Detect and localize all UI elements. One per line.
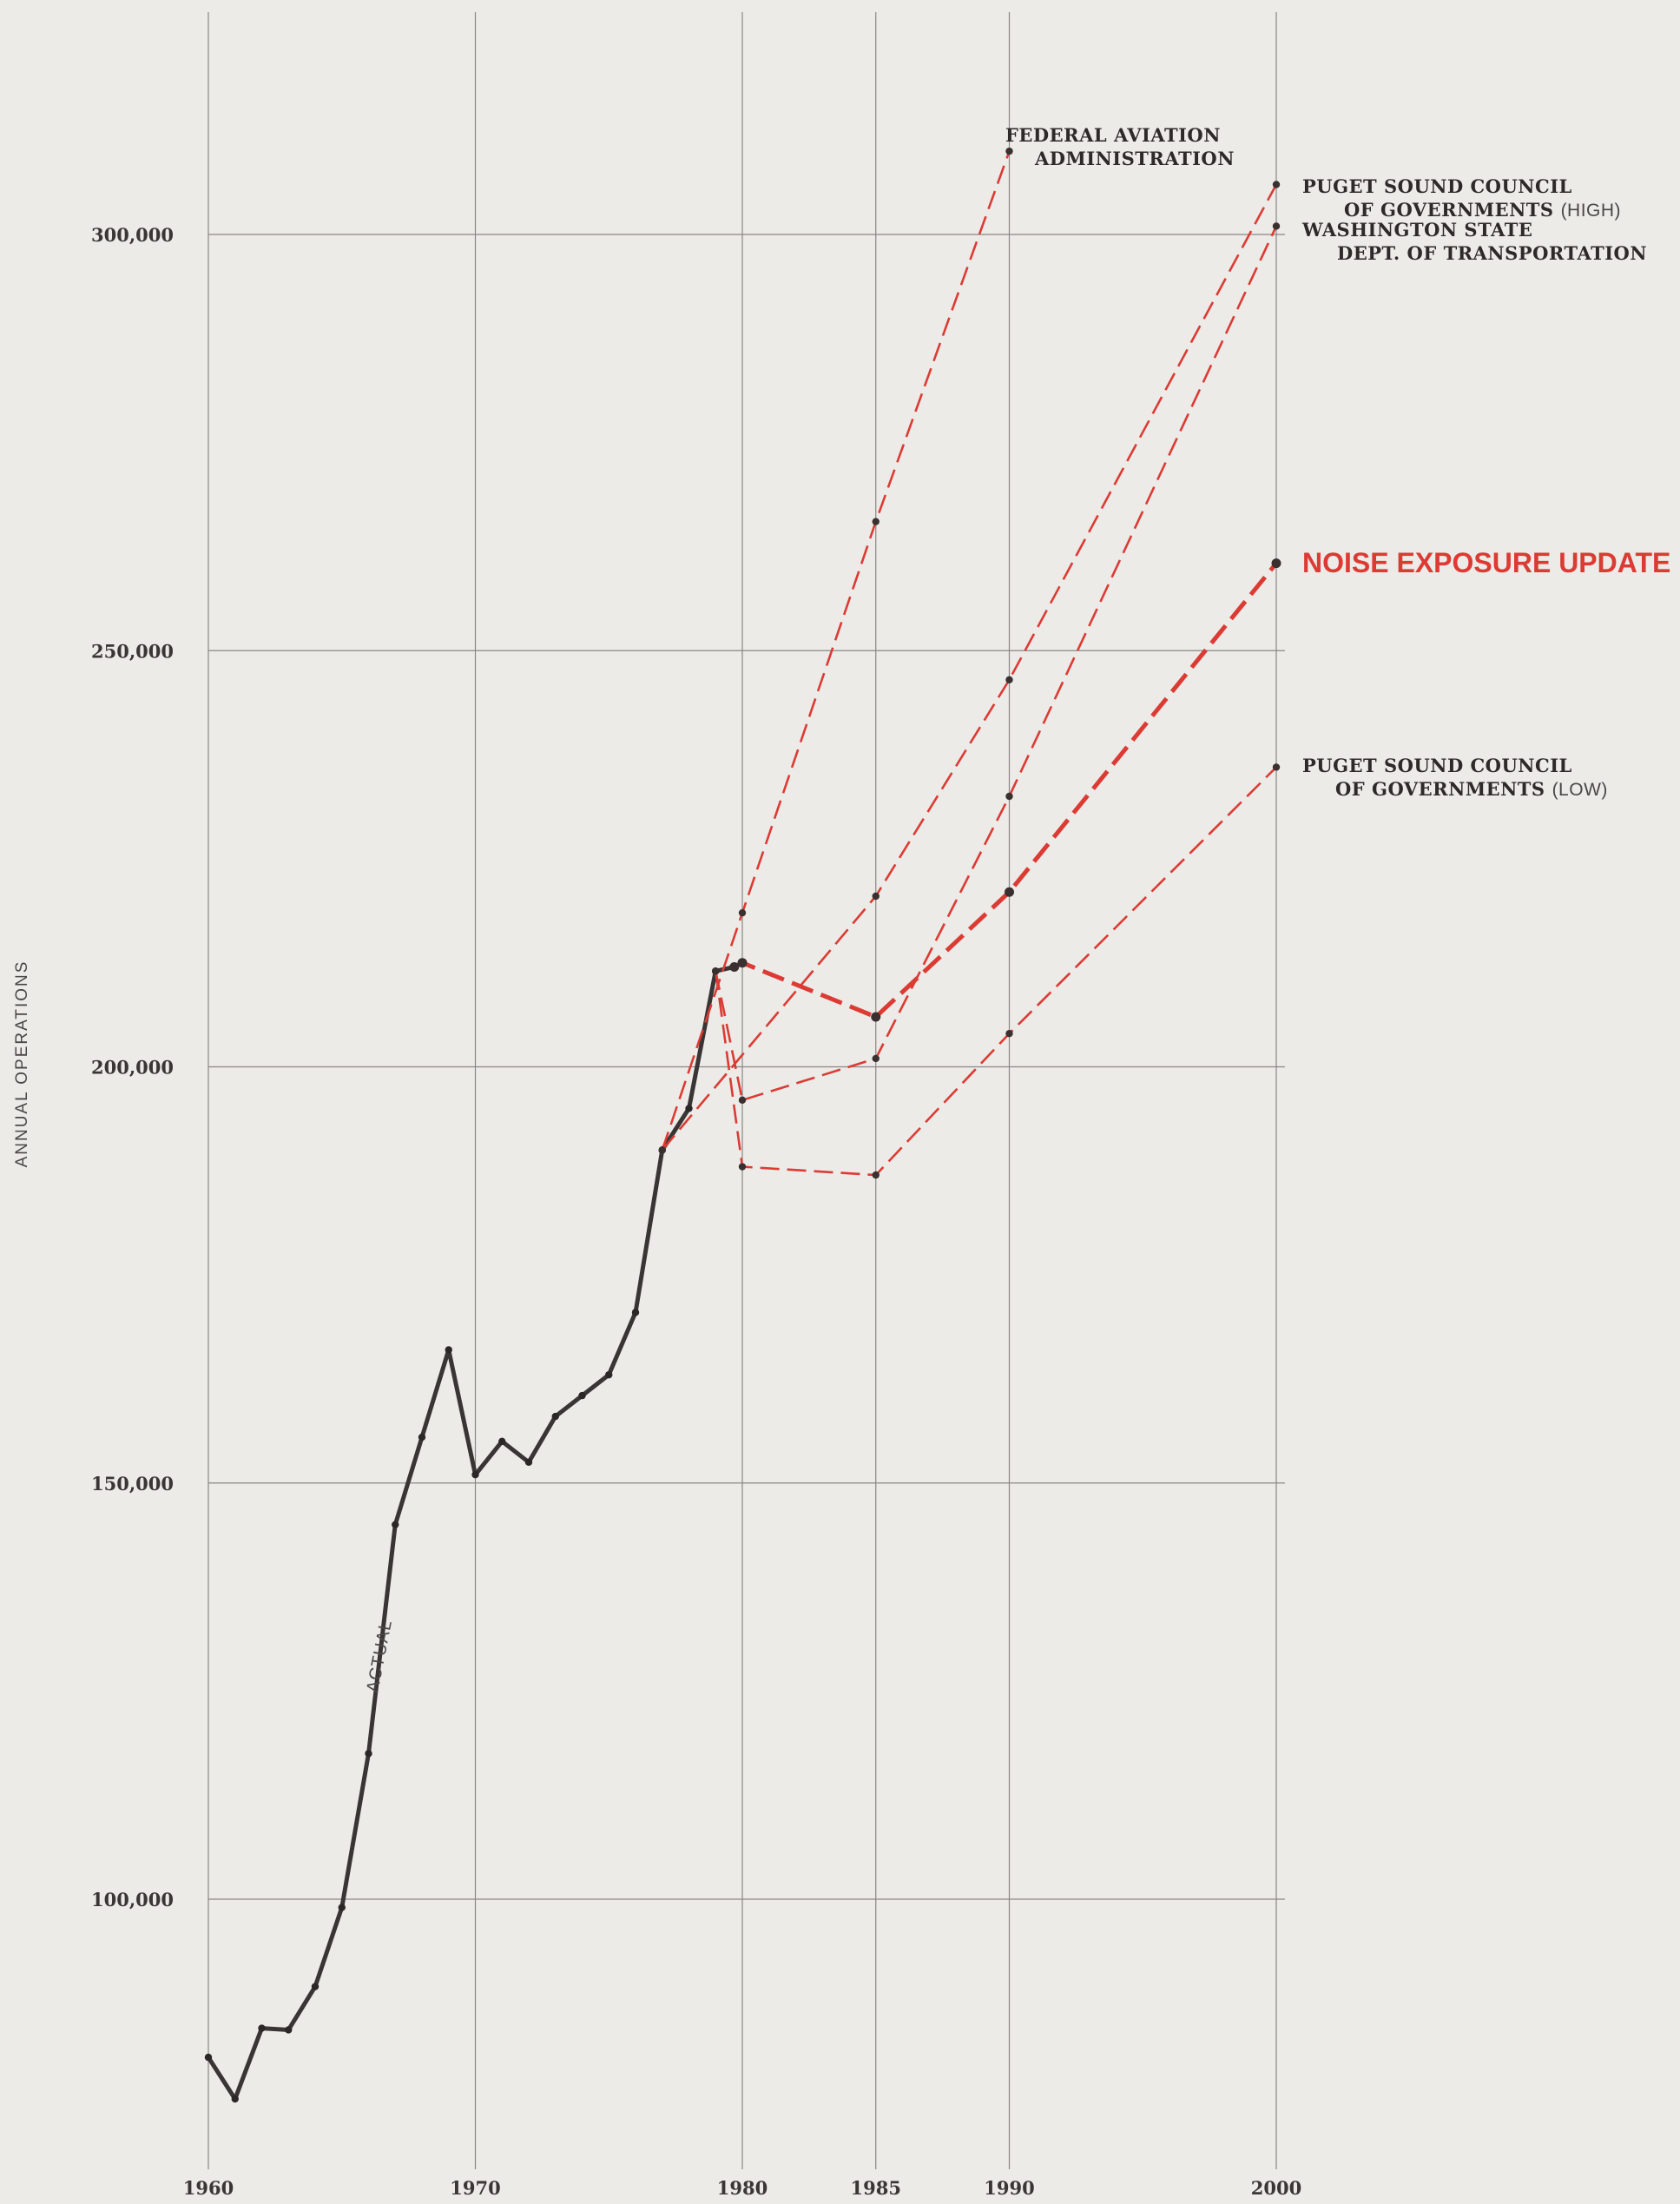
series-label-line: OF GOVERNMENTS (LOW) — [1335, 778, 1608, 800]
series-label-text: PUGET SOUND COUNCIL — [1302, 755, 1572, 776]
series-label-text: FEDERAL AVIATION — [1005, 124, 1221, 146]
series-line-3 — [714, 225, 1278, 1102]
data-point — [1272, 763, 1281, 771]
data-point — [285, 2026, 293, 2034]
data-point — [1005, 887, 1014, 897]
data-point — [871, 1012, 881, 1022]
data-point — [658, 1146, 666, 1154]
series-label-actual: ACTUAL — [363, 1618, 396, 1694]
series-label-line: WASHINGTON STATE — [1301, 219, 1532, 241]
x-tick-label: 1960 — [183, 2177, 234, 2199]
data-point — [551, 1412, 559, 1421]
series-label-text: OF GOVERNMENTS — [1344, 199, 1554, 221]
data-point — [365, 1750, 372, 1758]
data-point — [231, 2095, 239, 2103]
data-point — [738, 1163, 747, 1171]
series-lines — [204, 147, 1281, 2103]
data-point — [1005, 676, 1013, 683]
data-point — [712, 967, 720, 975]
series-line-4 — [733, 562, 1278, 1020]
series-label-suffix: (HIGH) — [1561, 201, 1622, 221]
x-axis: 1960 1970 1980 1985 1990 2000 — [183, 2177, 1301, 2199]
series-label-line: PUGET SOUND COUNCIL — [1302, 175, 1572, 197]
data-point — [872, 1171, 880, 1179]
series-label-text: WASHINGTON STATE — [1301, 219, 1532, 241]
series-line-1 — [661, 150, 1011, 1151]
y-tick-label: 300,000 — [91, 224, 174, 246]
data-point — [605, 1370, 613, 1379]
data-point — [445, 1346, 452, 1354]
data-point — [392, 1521, 399, 1528]
data-point — [418, 1433, 426, 1442]
x-tick-label: 1970 — [450, 2177, 500, 2199]
data-point — [1271, 558, 1281, 569]
series-label-line: FEDERAL AVIATION — [1005, 124, 1221, 146]
data-point — [311, 1983, 320, 1990]
series-line-5 — [714, 766, 1277, 1177]
series-label-text: NOISE EXPOSURE UPDATE — [1302, 547, 1670, 578]
data-point — [578, 1391, 586, 1400]
series-line-2 — [661, 183, 1278, 1151]
x-tick-label: 2000 — [1251, 2177, 1301, 2199]
series-label-line: ADMINISTRATION — [1034, 148, 1235, 169]
data-point — [737, 958, 748, 968]
y-tick-label: 150,000 — [91, 1473, 174, 1495]
data-point — [204, 2053, 213, 2062]
series-label-text: ADMINISTRATION — [1034, 148, 1235, 169]
data-point — [872, 1054, 880, 1063]
x-tick-label: 1985 — [851, 2177, 901, 2199]
series-label-suffix: (LOW) — [1552, 780, 1608, 800]
data-point — [738, 908, 747, 917]
data-point — [631, 1309, 640, 1316]
data-point — [1005, 1029, 1013, 1038]
data-point — [872, 892, 880, 901]
data-point — [1005, 792, 1013, 801]
data-point — [872, 518, 880, 525]
series-label-line: NOISE EXPOSURE UPDATE — [1302, 547, 1670, 578]
series-label-text: DEPT. OF TRANSPORTATION — [1337, 242, 1647, 264]
y-axis: 100,000 150,000 200,000 250,000 300,000 — [91, 224, 174, 1910]
y-tick-label: 100,000 — [91, 1889, 174, 1910]
x-tick-label: 1990 — [984, 2177, 1034, 2199]
data-point — [1005, 147, 1013, 155]
data-point — [338, 1904, 346, 1911]
data-point — [685, 1105, 693, 1112]
y-tick-label: 250,000 — [91, 640, 174, 662]
data-point — [1272, 222, 1281, 230]
series-line-0 — [206, 965, 735, 2102]
y-tick-label: 200,000 — [91, 1057, 174, 1079]
data-point — [258, 2024, 266, 2032]
data-point — [729, 961, 740, 972]
data-point — [498, 1437, 506, 1446]
series-label-line: OF GOVERNMENTS (HIGH) — [1344, 199, 1621, 221]
x-tick-label: 1980 — [717, 2177, 768, 2199]
series-label-text: PUGET SOUND COUNCIL — [1302, 175, 1572, 197]
data-point — [738, 1096, 747, 1105]
data-point — [471, 1470, 479, 1479]
gridlines — [208, 12, 1285, 2169]
data-point — [524, 1458, 533, 1466]
series-label-line: DEPT. OF TRANSPORTATION — [1337, 242, 1647, 264]
series-label-line: PUGET SOUND COUNCIL — [1302, 755, 1572, 776]
data-point — [1272, 181, 1281, 188]
series-label-text: OF GOVERNMENTS — [1335, 778, 1545, 800]
y-axis-label: ANNUAL OPERATIONS — [13, 960, 31, 1168]
